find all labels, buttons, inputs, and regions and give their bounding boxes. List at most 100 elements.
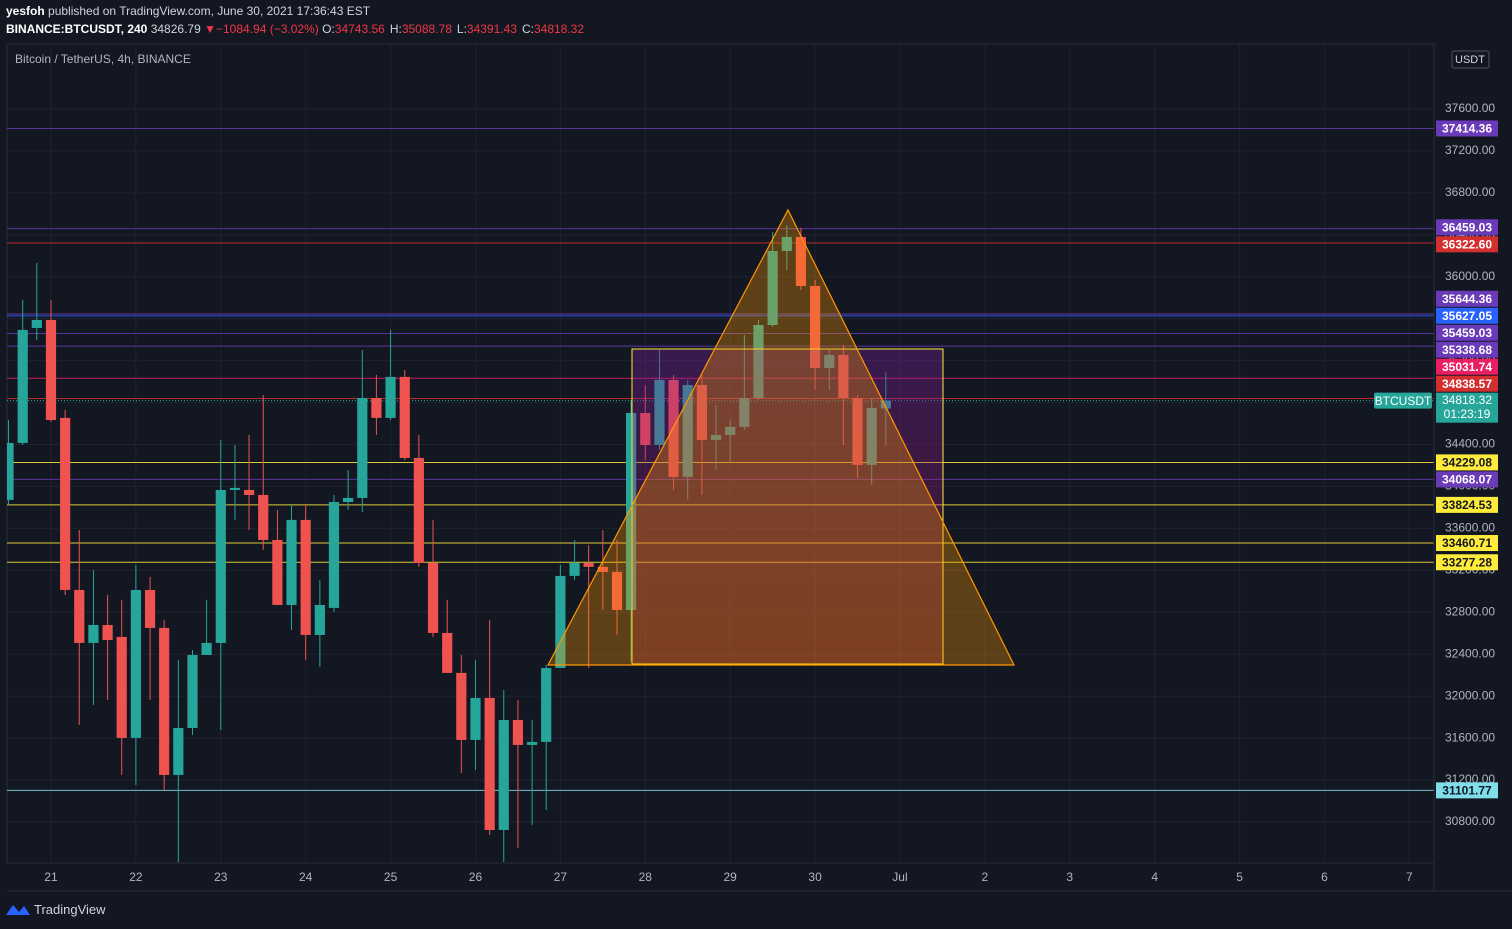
candle-body [286,519,297,605]
candle-body [427,562,439,633]
x-tick-label: 3 [1066,870,1073,884]
x-tick-label: 5 [1236,870,1243,884]
candle-body [541,667,552,742]
candle-body [569,562,580,576]
symbol: BINANCE:BTCUSDT, 240 [6,22,148,36]
candle-body [258,494,269,540]
price-labels: 37414.36 36459.03 36322.60 35644.36 35627.05… [1374,120,1498,799]
y-tick-label: 34400.00 [1445,437,1495,451]
ohlc-value: 35088.78 [401,22,452,36]
y-tick-label: 32800.00 [1445,604,1495,618]
published: published on TradingView.com, June 30, 2… [48,4,371,18]
price-label: 33824.53 [1442,498,1492,512]
time-axis: 21 22 23 24 25 26 27 28 29 30 Jul 2 3 4 5 6 7 [44,870,1413,884]
candle-body [611,571,623,610]
drawings [547,208,1015,666]
candle-body [74,589,85,643]
x-tick-label: 6 [1321,870,1328,884]
candle-body [413,457,424,563]
candle-body [328,501,340,608]
ohlc-key: H: [389,22,402,36]
price-label-box [1436,454,1498,471]
candle-body [795,236,806,286]
price-label-box [1436,307,1498,324]
x-tick-label: 28 [639,870,653,884]
candle-body [201,642,212,655]
ohlc-key: C: [521,22,534,36]
price-label-box [1436,471,1498,488]
author: yesfoh [6,4,45,18]
candle-body [583,562,594,567]
x-tick-label: Jul [892,870,907,884]
ohlc-value: 34391.43 [466,22,517,36]
price-label-box [1436,290,1498,307]
y-tick-label: 37200.00 [1445,143,1495,157]
candle-body [809,285,821,368]
x-tick-label: 23 [214,870,228,884]
ohlc-key: L: [456,22,467,36]
price-label: 35644.36 [1442,292,1492,306]
publish-line: yesfoh published on TradingView.com, Jun… [6,4,370,18]
price-label-box [1436,358,1498,375]
candle-body [597,566,608,572]
candle-body [60,417,71,590]
x-tick-label: 30 [808,870,822,884]
price-label: 33460.71 [1442,536,1492,550]
x-tick-label: 2 [982,870,989,884]
symbol-label: BTCUSDT [1375,394,1432,408]
candle-body [116,636,127,738]
candle-body [45,319,57,420]
ohlc-key: O: [322,22,335,36]
x-tick-label: 24 [299,870,313,884]
price-label: 35338.68 [1442,343,1492,357]
price-label-box [1436,236,1498,253]
price-label: 31101.77 [1442,784,1492,798]
candle-body [215,489,226,643]
price-label-box [1436,375,1498,392]
price-label-box [1436,782,1498,799]
footer-brand: TradingView [34,902,106,917]
price-label: 34229.08 [1442,456,1492,470]
y-tick-label: 36800.00 [1445,185,1495,199]
price-label-box [1436,120,1498,137]
candle-body [102,624,113,640]
candle-body [555,575,566,668]
candle-body [527,741,538,745]
candle-body [512,719,524,745]
candle-body [357,397,368,498]
candle-body [442,632,453,673]
candle-body [300,519,311,635]
candle-body [498,719,509,830]
x-tick-label: 7 [1406,870,1413,884]
y-tick-label: 33600.00 [1445,521,1495,535]
candle-body [173,727,184,775]
candle-body [484,697,495,830]
price-label: 37414.36 [1442,122,1492,136]
price-label-box [1436,219,1498,236]
candle-body [626,412,637,610]
x-tick-label: 21 [44,870,58,884]
candle-body [144,589,156,628]
price-label-box [1436,535,1498,552]
candle-body [371,397,382,418]
y-tick-label: 32400.00 [1445,646,1495,660]
range-box [631,348,944,665]
price-label: 35031.74 [1442,360,1492,374]
quote-line: BINANCE:BTCUSDT, 240 34826.79 ▼−1084.94 … [6,22,589,36]
candle-body [187,654,198,728]
change: −1084.94 (−3.02%) [216,22,319,36]
symbol-box [1374,392,1432,409]
arrow: ▼ [204,22,216,36]
price-label: 35459.03 [1442,326,1492,340]
candle-body [781,236,792,251]
candle-body [88,624,99,643]
candle-body [159,627,170,775]
price-label: 35627.05 [1442,309,1492,323]
x-tick-label: 27 [554,870,568,884]
candle-body [470,697,481,740]
y-tick-label: 32000.00 [1445,688,1495,702]
countdown-label: 01:23:19 [1444,407,1491,421]
candle-body [385,376,396,418]
